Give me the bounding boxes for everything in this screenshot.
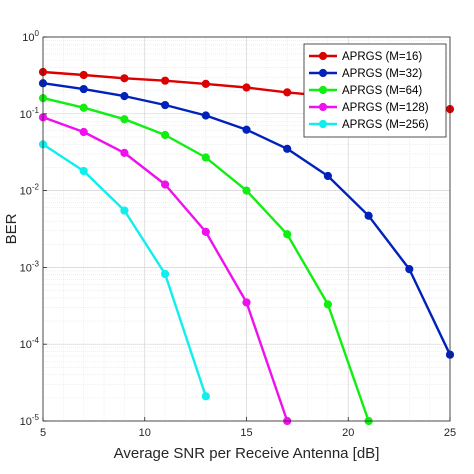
data-point bbox=[242, 298, 251, 307]
data-point bbox=[161, 269, 170, 279]
data-point bbox=[405, 265, 414, 274]
data-point bbox=[283, 144, 292, 153]
x-axis-label: Average SNR per Receive Antenna [dB] bbox=[114, 445, 380, 462]
data-point bbox=[161, 100, 170, 110]
x-tick-label: 10 bbox=[139, 427, 151, 439]
data-point bbox=[323, 300, 332, 309]
data-point bbox=[283, 230, 292, 239]
y-tick-label: 10-1 bbox=[20, 106, 40, 121]
data-point bbox=[161, 76, 170, 85]
data-point bbox=[201, 392, 210, 401]
y-tick-label: 10-2 bbox=[20, 183, 40, 198]
y-tick-label: 10-5 bbox=[20, 413, 40, 428]
data-point bbox=[242, 186, 251, 195]
series-group bbox=[38, 140, 210, 401]
series-group bbox=[38, 113, 292, 426]
legend-label: APRGS (M=16) bbox=[342, 51, 422, 63]
legend-marker bbox=[318, 68, 328, 78]
data-point bbox=[120, 206, 129, 215]
data-point bbox=[201, 79, 210, 89]
y-tick-label: 10-4 bbox=[20, 336, 40, 351]
series-layer bbox=[38, 67, 455, 426]
data-point bbox=[79, 103, 88, 112]
data-point bbox=[161, 180, 170, 189]
legend-label: APRGS (M=128) bbox=[342, 102, 429, 114]
y-axis-ticks: 100 10-1 10-2 10-3 10-4 10-5 bbox=[20, 29, 47, 428]
data-point bbox=[201, 153, 210, 162]
x-axis-ticks: 5 10 15 20 25 bbox=[40, 417, 456, 439]
data-point bbox=[201, 111, 210, 120]
data-point bbox=[79, 70, 88, 80]
legend-marker bbox=[318, 102, 328, 112]
legend-label: APRGS (M=32) bbox=[342, 68, 422, 80]
x-tick-label: 15 bbox=[240, 427, 252, 439]
legend-label: APRGS (M=256) bbox=[342, 119, 429, 131]
data-point bbox=[79, 84, 88, 94]
y-tick-label: 100 bbox=[22, 29, 39, 44]
y-tick-label: 10-3 bbox=[20, 259, 40, 274]
x-tick-label: 25 bbox=[444, 427, 456, 439]
legend-marker bbox=[318, 85, 328, 95]
x-tick-label: 20 bbox=[342, 427, 354, 439]
data-point bbox=[323, 171, 332, 181]
data-point bbox=[201, 227, 210, 236]
data-point bbox=[120, 74, 129, 83]
data-point bbox=[283, 88, 292, 97]
data-point bbox=[242, 125, 251, 134]
data-point bbox=[120, 92, 129, 101]
data-point bbox=[364, 211, 373, 220]
legend-marker bbox=[318, 51, 328, 61]
data-point bbox=[79, 127, 88, 137]
data-point bbox=[79, 166, 88, 176]
data-point bbox=[120, 115, 129, 124]
data-point bbox=[120, 148, 129, 157]
legend-label: APRGS (M=64) bbox=[342, 85, 422, 97]
legend: APRGS (M=16) APRGS (M=32) APRGS (M=64) APRG… bbox=[303, 43, 447, 138]
data-point bbox=[161, 130, 170, 140]
series-group bbox=[38, 94, 373, 426]
y-axis-label: BER bbox=[3, 213, 20, 244]
x-tick-label: 5 bbox=[40, 427, 46, 439]
data-point bbox=[242, 83, 251, 92]
legend-marker bbox=[318, 119, 328, 129]
